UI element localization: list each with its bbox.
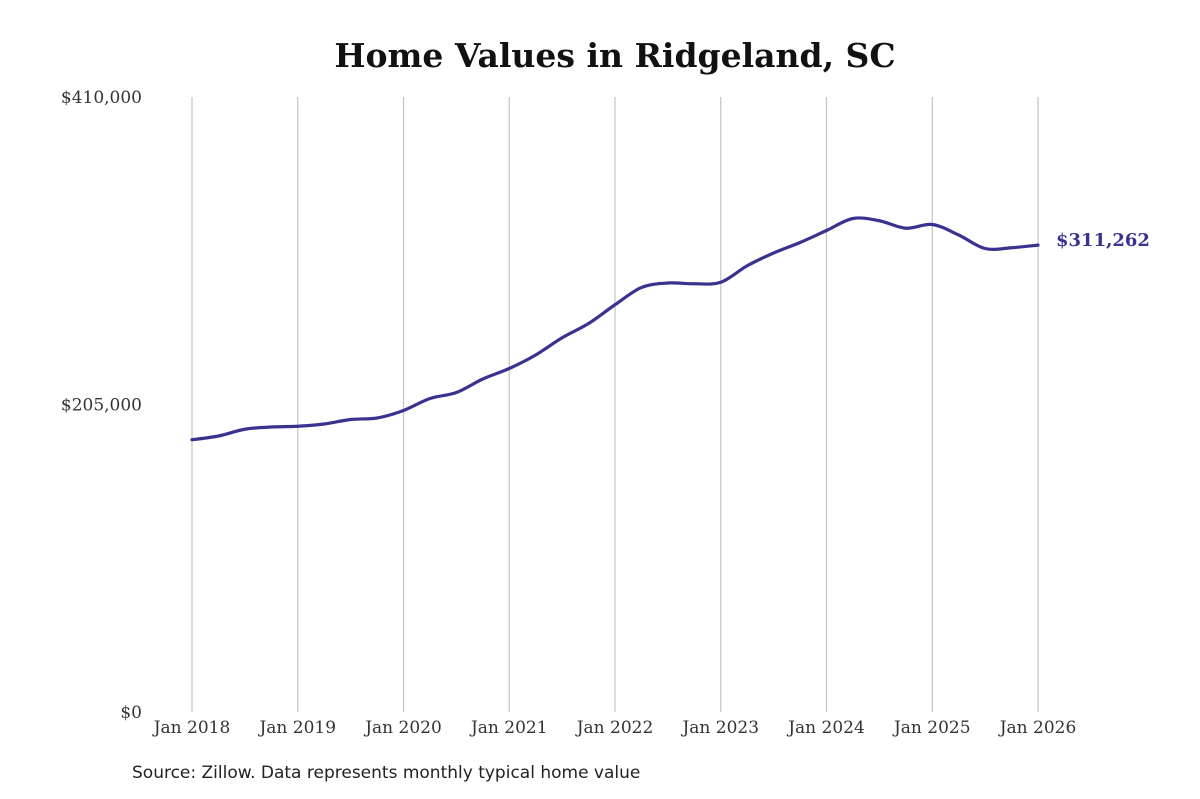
series: [190, 216, 1040, 442]
y-tick-label: $0: [120, 703, 142, 723]
y-tick-label: $410,000: [61, 88, 142, 108]
y-tick-label: $205,000: [61, 396, 142, 416]
x-tick-label: Jan 2021: [469, 718, 548, 738]
x-tick-label: Jan 2022: [575, 718, 654, 738]
series-line: [190, 216, 1040, 442]
x-axis-tick-labels: Jan 2018 Jan 2019 Jan 2020 Jan 2021 Jan 2022…: [152, 718, 1077, 738]
y-axis-tick-labels: $0 $205,000 $410,000: [61, 88, 142, 723]
gridlines: [191, 97, 1039, 712]
x-tick-label: Jan 2020: [363, 718, 442, 738]
x-tick-label: Jan 2025: [892, 718, 971, 738]
source-note: Source: Zillow. Data represents monthly …: [132, 763, 641, 783]
data-labels: $311,262: [1056, 230, 1150, 251]
x-tick-label: Jan 2018: [152, 718, 231, 738]
end-value-label: $311,262: [1056, 230, 1150, 251]
x-tick-label: Jan 2023: [680, 718, 759, 738]
x-tick-label: Jan 2026: [998, 718, 1077, 738]
x-tick-label: Jan 2024: [786, 718, 865, 738]
x-tick-label: Jan 2019: [257, 718, 336, 738]
chart-title: Home Values in Ridgeland, SC: [334, 36, 896, 75]
